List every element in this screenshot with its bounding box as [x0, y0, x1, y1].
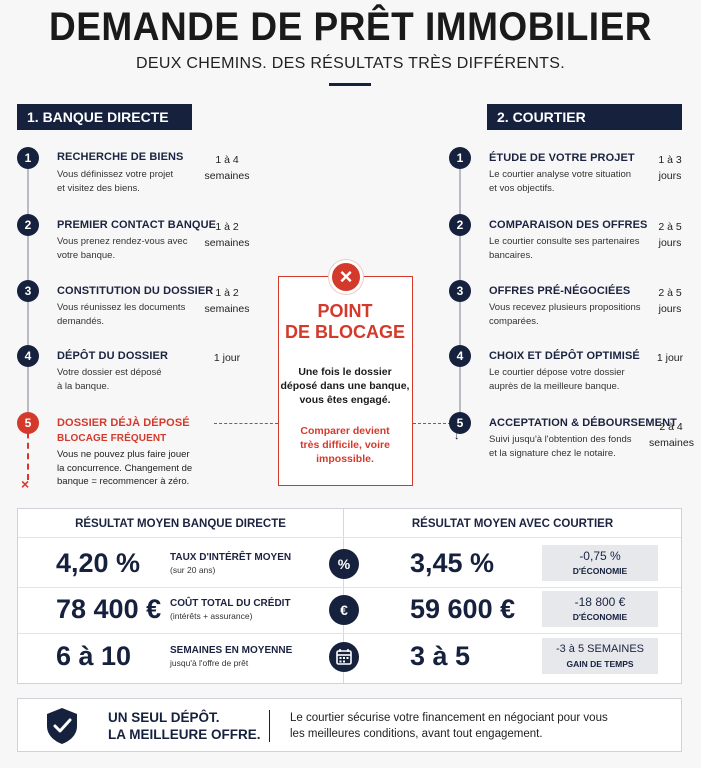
step-number: 2: [17, 214, 39, 236]
row-separator: [18, 587, 681, 588]
broker-rate-value: 3,45 %: [410, 548, 495, 578]
title-underline: [329, 83, 371, 86]
step-title: OFFRES PRÉ-NÉGOCIÉES: [489, 285, 631, 297]
bank-column-heading: 1. BANQUE DIRECTE: [17, 104, 192, 130]
footer-title: UN SEUL DÉPÔT. LA MEILLEURE OFFRE.: [108, 710, 261, 742]
close-icon: ×: [329, 260, 363, 294]
savings-badge: -18 800 € D'ÉCONOMIE: [542, 591, 658, 627]
step-duration: 2 à 4 semaines: [649, 421, 694, 449]
broker-cost-value: 59 600 €: [410, 594, 516, 624]
broker-weeks-value: 3 à 5: [410, 641, 471, 671]
step-desc: Le courtier analyse votre situation et vo…: [489, 169, 632, 194]
step-title: CHOIX ET DÉPÔT OPTIMISÉ: [489, 350, 640, 362]
step-duration: 1 jour: [213, 352, 241, 364]
step-desc: Le courtier consulte ses partenaires banc…: [489, 236, 640, 261]
broker-results-heading: RÉSULTAT MOYEN AVEC COURTIER: [411, 518, 614, 530]
step-title: PREMIER CONTACT BANQUE: [57, 219, 217, 231]
step-title: DOSSIER DÉJÀ DÉPOSÉ: [57, 417, 190, 429]
percent-icon: %: [329, 549, 359, 579]
right-connector: [413, 423, 451, 424]
step-title: DÉPÔT DU DOSSIER: [57, 350, 169, 362]
step-number: 1: [17, 147, 39, 169]
page-title: DEMANDE DE PRÊT IMMOBILIER: [49, 4, 652, 49]
step-desc: Vous prenez rendez-vous avec votre banque…: [57, 236, 188, 261]
page-subtitle: DEUX CHEMINS. DES RÉSULTATS TRÈS DIFFÉRE…: [136, 55, 565, 72]
metric-label: SEMAINES EN MOYENNE jusqu'à l'offre de pr…: [170, 645, 293, 668]
blocking-warning: Comparer devient très difficile, voire imp…: [300, 425, 390, 465]
step-desc: Vous définissez votre projet et visitez d…: [57, 169, 174, 194]
footer-banner: UN SEUL DÉPÔT. LA MEILLEURE OFFRE. Le cou…: [17, 698, 682, 752]
step-desc: Vous recevez plusieurs propositions compa…: [489, 302, 641, 327]
savings-badge: -0,75 % D'ÉCONOMIE: [542, 545, 658, 581]
step-number: 3: [17, 280, 39, 302]
metric-label: TAUX D'INTÉRÊT MOYEN (sur 20 ans): [170, 552, 292, 575]
step-duration: 2 à 5 jours: [658, 287, 682, 315]
blocked-tag: BLOCAGE FRÉQUENT: [57, 433, 167, 444]
step-number: 3: [449, 280, 471, 302]
blocking-title: POINT DE BLOCAGE: [284, 301, 405, 342]
step-desc: Vous réunissez les documents demandés.: [57, 302, 186, 327]
step-number: 4: [449, 345, 471, 367]
row-separator: [18, 633, 681, 634]
bank-end-mark: ×: [21, 476, 30, 492]
row-separator: [18, 537, 681, 538]
step-title: ACCEPTATION & DÉBOURSEMENT: [489, 417, 677, 429]
step-number: 4: [17, 345, 39, 367]
left-connector: [214, 423, 278, 424]
footer-text: Le courtier sécurise votre financement e…: [290, 712, 608, 740]
step-title: RECHERCHE DE BIENS: [57, 151, 184, 163]
bank-rate-value: 4,20 %: [56, 548, 141, 578]
step-number: 1: [449, 147, 471, 169]
blocking-text: Une fois le dossier déposé dans une banqu…: [280, 366, 410, 406]
step-duration: 1 à 2 semaines: [204, 287, 250, 315]
bank-results-heading: RÉSULTAT MOYEN BANQUE DIRECTE: [75, 518, 286, 530]
step-duration: 1 à 4 semaines: [204, 154, 250, 182]
step-number: 5: [449, 412, 471, 434]
bank-weeks-value: 6 à 10: [56, 641, 132, 671]
metric-label: COÛT TOTAL DU CRÉDIT (intérêts + assuranc…: [170, 598, 291, 621]
step-duration: 1 à 2 semaines: [204, 221, 250, 249]
broker-column-heading: 2. COURTIER: [487, 104, 682, 130]
step-number: 2: [449, 214, 471, 236]
step-duration: 2 à 5 jours: [658, 221, 682, 249]
results-table: RÉSULTAT MOYEN BANQUE DIRECTE RÉSULTAT M…: [17, 508, 682, 684]
step-title: COMPARAISON DES OFFRES: [489, 219, 648, 231]
footer-divider: [269, 710, 270, 742]
shield-check-icon: [44, 706, 80, 751]
step-duration: 1 à 3 jours: [658, 154, 682, 182]
step-desc: Le courtier dépose votre dossier auprès d…: [489, 367, 625, 392]
bank-timeline-dashed: [27, 422, 29, 480]
blocking-point-box: POINT DE BLOCAGE Une fois le dossier dépos…: [278, 276, 413, 486]
step-desc: Vous ne pouvez plus faire jouer la concur…: [57, 449, 193, 487]
time-gain-badge: -3 à 5 SEMAINES GAIN DE TEMPS: [542, 638, 658, 674]
arrow-down-icon: ↓: [454, 430, 460, 442]
step-title: ÉTUDE DE VOTRE PROJET: [489, 152, 635, 164]
calendar-icon: [329, 642, 359, 672]
step-desc: Suivi jusqu'à l'obtention des fonds et la…: [489, 434, 632, 459]
bank-cost-value: 78 400 €: [56, 594, 162, 624]
step-title: CONSTITUTION DU DOSSIER: [57, 285, 214, 297]
euro-icon: €: [329, 595, 359, 625]
step-number: 5: [17, 412, 39, 434]
step-desc: Votre dossier est déposé à la banque.: [57, 367, 162, 392]
step-duration: 1 jour: [656, 352, 684, 364]
